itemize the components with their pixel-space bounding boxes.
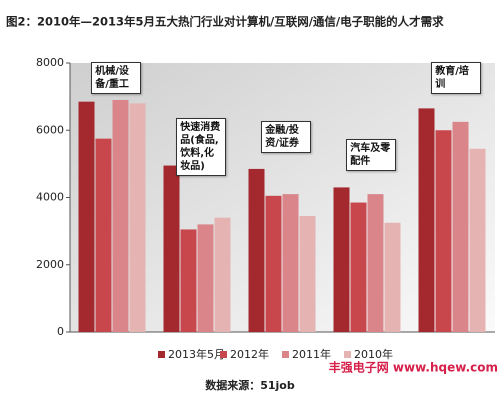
bar — [282, 194, 299, 332]
bar — [95, 138, 112, 332]
legend-swatch — [282, 351, 289, 358]
legend-swatch — [344, 351, 351, 358]
bar — [384, 222, 401, 332]
legend-label: 2011年 — [292, 347, 331, 361]
chart-title: 图2：2010年—2013年5月五大热门行业对计算机/互联网/通信/电子职能的人… — [6, 15, 444, 29]
bar — [350, 202, 367, 332]
legend-label: 2010年 — [354, 347, 393, 361]
y-tick-label: 0 — [57, 325, 64, 338]
legend-swatch — [220, 351, 227, 358]
y-tick-label: 8000 — [36, 56, 64, 69]
bar — [214, 217, 231, 332]
bar — [435, 130, 452, 332]
bar — [180, 229, 197, 332]
source-note: 数据来源：51job — [205, 378, 295, 392]
category-label: 金融/投资/证券 — [261, 120, 312, 153]
y-tick-label: 6000 — [36, 123, 64, 136]
bar — [129, 103, 146, 332]
category-label: 快速消费品(食品,饮料,化妆品) — [176, 117, 227, 176]
bar — [248, 168, 265, 332]
bar — [418, 108, 435, 332]
bar — [112, 99, 129, 332]
legend-label: 2012年 — [230, 347, 269, 361]
bar — [333, 187, 350, 332]
bar — [197, 224, 214, 332]
bar — [452, 121, 469, 332]
y-tick-label: 4000 — [36, 191, 64, 204]
category-label: 机械/设备/重工 — [91, 62, 142, 94]
bar — [469, 148, 486, 332]
bar — [367, 194, 384, 332]
y-tick-label: 2000 — [36, 258, 64, 271]
category-label: 汽车及零配件 — [346, 139, 397, 172]
bar — [163, 165, 180, 332]
bar — [299, 215, 316, 332]
bar — [265, 195, 282, 332]
watermark: 丰强电子网 www.hqew.com — [329, 360, 498, 375]
bar — [78, 101, 95, 332]
category-label: 教育/培训 — [431, 62, 482, 94]
legend-label: 2013年5月 — [168, 347, 225, 361]
legend-swatch — [158, 351, 165, 358]
